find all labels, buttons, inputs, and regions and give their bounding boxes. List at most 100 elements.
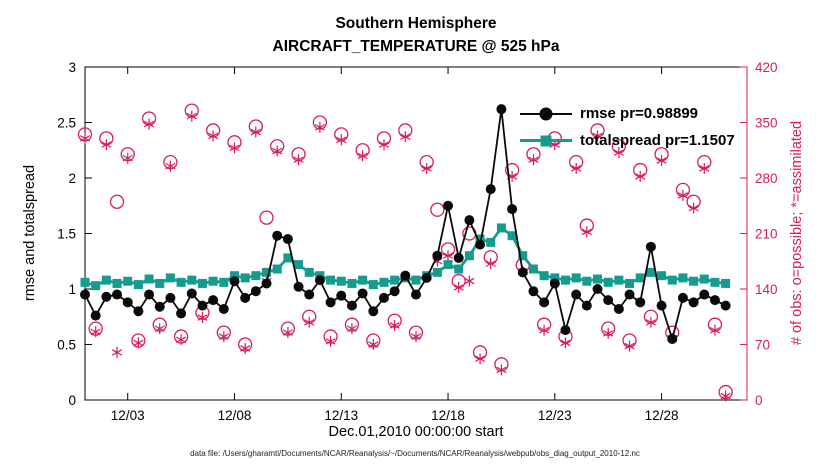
totalspread-marker [518,251,528,261]
assimilated-obs-marker [464,275,475,287]
chart-title-line1: Southern Hemisphere [335,15,497,32]
x-tick-label: 12/08 [218,408,252,423]
assimilated-obs-marker [111,346,123,358]
assimilated-obs-marker [272,145,283,157]
totalspread-marker [625,278,635,288]
assimilated-obs-marker [218,331,229,343]
right-tick-label: 420 [755,60,778,75]
rmse-marker [304,289,315,300]
totalspread-marker [326,275,336,285]
assimilated-obs-marker [571,163,582,174]
rmse-marker [346,300,357,311]
totalspread-marker [336,276,346,286]
totalspread-marker [304,267,314,277]
assimilated-obs-marker [656,155,667,167]
rmse-marker [250,286,261,297]
rmse-marker [368,306,379,317]
assimilated-obs-marker [699,163,710,174]
totalspread-marker [219,277,229,287]
x-tick-label: 12/18 [431,408,465,423]
assimilated-obs-marker [453,281,464,293]
right-tick-label: 350 [755,116,778,131]
assimilated-obs-marker [314,121,325,133]
rmse-marker [507,204,518,215]
totalspread-marker [368,280,378,290]
assimilated-obs-marker [101,139,112,151]
rmse-marker [314,275,325,286]
rmse-marker [176,308,187,319]
rmse-marker [699,289,710,300]
totalspread-marker [411,275,421,285]
rmse-marker [581,300,592,311]
totalspread-legend-marker [520,133,572,149]
rmse-marker [240,292,251,303]
assimilated-obs-marker [613,147,624,159]
possible-obs-marker [430,202,445,217]
possible-obs-marker [109,194,125,209]
totalspread-marker [507,231,517,241]
legend: rmse pr=0.98899 totalspread pr=1.1507 [520,100,735,154]
totalspread-marker [667,275,677,285]
rmse-marker [720,300,731,311]
rmse-marker [603,295,614,306]
totalspread-marker [165,273,175,283]
legend-item-totalspread: totalspread pr=1.1507 [520,127,735,154]
rmse-marker [443,200,454,211]
rmse-marker [165,292,176,303]
assimilated-obs-marker [389,320,400,331]
assimilated-obs-marker [709,324,721,336]
left-tick-label: 0 [68,393,76,408]
rmse-marker [517,267,528,278]
obs-count-series [77,103,733,402]
totalspread-marker [635,273,645,283]
legend-label-totalspread: totalspread pr=1.1507 [580,132,735,149]
rmse-marker [571,289,582,300]
data-file-path: data file: /Users/gharamti/Documents/NCA… [190,449,640,458]
left-tick-label: 1.5 [57,227,76,242]
assimilated-obs-marker [240,343,251,354]
rmse-marker [645,241,656,252]
x-axis-ticks: 12/03 12/08 12/13 12/18 12/23 12/28 [111,67,678,423]
rmse-marker [229,276,240,287]
rmse-marker [656,300,667,311]
totalspread-marker [699,274,709,284]
left-tick-label: 2.5 [57,116,76,131]
legend-label-rmse: rmse pr=0.98899 [580,105,699,122]
rmse-marker [90,310,101,321]
assimilated-obs-marker [304,316,315,328]
assimilated-obs-marker [592,130,603,142]
totalspread-marker [80,277,90,287]
left-tick-label: 2 [68,171,76,186]
rmse-marker [560,325,571,336]
totalspread-marker [144,274,154,284]
totalspread-marker [187,275,197,285]
rmse-marker [688,297,699,308]
left-tick-label: 1 [68,282,76,297]
assimilated-obs-marker [293,154,304,166]
assimilated-obs-marker [122,152,133,164]
assimilated-obs-marker [581,226,592,238]
rmse-marker [496,104,507,115]
assimilated-obs-marker [143,118,155,130]
assimilated-obs-marker [176,334,187,346]
legend-item-rmse: rmse pr=0.98899 [520,100,735,127]
rmse-marker [272,230,283,241]
assimilated-obs-marker [208,130,219,142]
right-tick-label: 70 [755,338,770,353]
totalspread-marker [571,273,581,283]
assimilated-obs-marker [229,142,240,154]
right-y-axis-ticks: 0 70 140 210 280 350 420 [740,60,778,408]
rmse-marker [592,284,603,294]
rmse-marker [101,291,112,302]
rmse-marker [421,272,432,283]
rmse-marker [624,289,635,300]
right-tick-label: 280 [755,171,778,186]
totalspread-marker [721,278,731,288]
totalspread-marker [112,278,122,288]
right-tick-label: 140 [755,282,778,297]
assimilated-obs-marker [603,327,614,339]
assimilated-obs-marker [325,335,336,347]
left-tick-label: 3 [68,60,76,75]
rmse-marker [539,297,550,308]
